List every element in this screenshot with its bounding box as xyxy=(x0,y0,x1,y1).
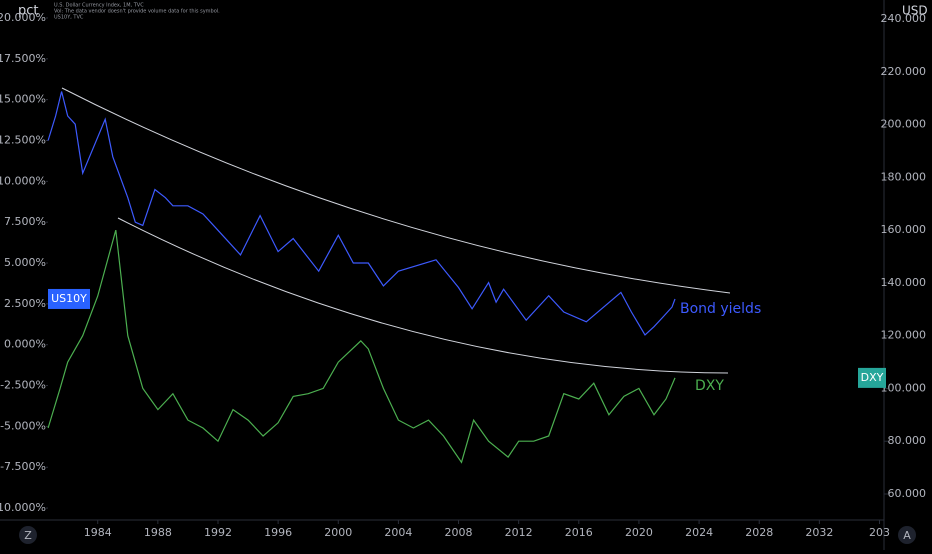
series-tag-bg xyxy=(858,367,886,388)
series-tag: DXY xyxy=(861,371,884,384)
x-tick-label: 2032 xyxy=(805,526,833,539)
y-tick-label: 5.000% xyxy=(4,256,46,269)
x-tick-label: 2024 xyxy=(685,526,713,539)
y2-tick-label: 80.000 xyxy=(888,434,927,447)
auto-button[interactable]: A xyxy=(903,529,911,542)
x-tick-label: 2004 xyxy=(384,526,412,539)
x-tick-label: 2016 xyxy=(565,526,593,539)
series-tag-bg xyxy=(48,288,90,309)
x-tick-label: 2000 xyxy=(324,526,352,539)
y2-tick-label: 60.000 xyxy=(888,487,927,500)
trend-line xyxy=(117,217,729,374)
annotation: Bond yields xyxy=(680,301,761,317)
x-tick-label: 203 xyxy=(869,526,890,539)
y2-tick-label: 120.000 xyxy=(881,329,927,342)
x-tick-label: 2028 xyxy=(745,526,773,539)
header-text: U.S. Dollar Currency Index, 1M, TVC xyxy=(54,3,144,9)
y-tick-label: 10.000% xyxy=(0,174,46,187)
y2-axis-label: USD xyxy=(902,4,928,18)
y2-tick-label: 160.000 xyxy=(881,223,927,236)
header-text: Vol: The data vendor doesn't provide vol… xyxy=(54,9,220,15)
y-tick-label: 2.500% xyxy=(4,297,46,310)
trend-line xyxy=(61,87,731,294)
y-tick-label: -7.500% xyxy=(0,460,46,473)
y-axis-label: pct xyxy=(18,4,39,19)
y-tick-label: 17.500% xyxy=(0,52,46,65)
series-tag: US10Y xyxy=(51,292,87,305)
y-tick-label: 0.000% xyxy=(4,338,46,351)
y2-tick-label: 100.000 xyxy=(881,381,927,394)
y2-tick-label: 220.000 xyxy=(881,65,927,78)
zoom-button[interactable]: Z xyxy=(24,529,32,542)
y-tick-label: 20.000% xyxy=(0,11,46,24)
y-tick-label: -5.000% xyxy=(0,419,46,432)
y-tick-label: 15.000% xyxy=(0,93,46,106)
y2-tick-label: 200.000 xyxy=(881,118,927,131)
y-tick-label: -10.000% xyxy=(0,501,46,514)
y2-tick-label: 240.000 xyxy=(881,12,927,25)
y2-tick-label: 140.000 xyxy=(881,276,927,289)
x-tick-label: 1996 xyxy=(264,526,292,539)
x-tick-label: 2012 xyxy=(505,526,533,539)
x-tick-label: 1988 xyxy=(144,526,172,539)
button-bg[interactable] xyxy=(19,526,37,544)
y-tick-label: 7.500% xyxy=(4,215,46,228)
x-tick-label: 2020 xyxy=(625,526,653,539)
series-line xyxy=(47,229,676,464)
header-text: US10Y, TVC xyxy=(54,15,84,21)
x-tick-label: 1984 xyxy=(84,526,112,539)
y2-tick-label: 180.000 xyxy=(881,170,927,183)
y-tick-label: -2.500% xyxy=(0,379,46,392)
x-tick-label: 1992 xyxy=(204,526,232,539)
button-bg[interactable] xyxy=(898,526,916,544)
annotation: DXY xyxy=(695,378,724,394)
x-tick-label: 2008 xyxy=(445,526,473,539)
series-line xyxy=(47,91,676,336)
y-tick-label: 12.500% xyxy=(0,133,46,146)
